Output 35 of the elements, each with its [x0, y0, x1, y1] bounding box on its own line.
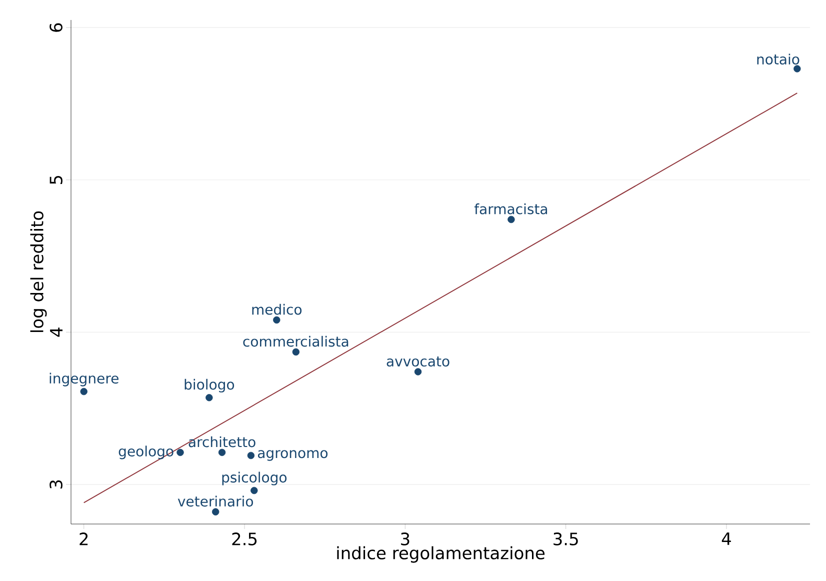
- y-tick-label: 5: [50, 176, 62, 184]
- annotation: geologo: [118, 446, 174, 460]
- annotation: psicologo: [222, 472, 287, 486]
- point: [218, 448, 226, 456]
- x-tick-label: 2: [80, 532, 88, 546]
- annotation: architetto: [188, 436, 256, 448]
- point: [176, 448, 184, 456]
- x-tick-label: 3.5: [554, 532, 578, 546]
- annotation: commercialista: [243, 336, 348, 347]
- x-tick-label: 2.5: [232, 532, 257, 546]
- annotation: ingegnere: [50, 372, 118, 386]
- y-tick-label: 3: [50, 480, 62, 489]
- y-axis-title: log del reddito: [30, 211, 47, 332]
- point: [212, 508, 220, 516]
- point: [273, 316, 280, 324]
- annotation: medico: [252, 304, 302, 315]
- annotation: biologo: [184, 378, 234, 392]
- x-tick-label: 3: [401, 532, 410, 546]
- point: [794, 65, 801, 72]
- y-tick-label: 6: [50, 23, 62, 32]
- y-tick-label: 4: [50, 328, 62, 337]
- annotation: agronomo: [258, 450, 328, 461]
- annotation: notaio: [757, 54, 800, 65]
- point: [80, 388, 88, 396]
- x-tick-label: 4: [722, 532, 731, 545]
- point: [247, 452, 255, 460]
- point: [206, 394, 213, 402]
- annotation: veterinario: [178, 496, 253, 507]
- x-axis-title: indice regolamentazione: [337, 546, 545, 563]
- point: [508, 216, 515, 224]
- annotation: avvocato: [386, 356, 450, 367]
- point: [250, 486, 258, 494]
- point: [414, 368, 422, 376]
- point: [292, 348, 300, 356]
- annotation: farmacista: [474, 203, 548, 214]
